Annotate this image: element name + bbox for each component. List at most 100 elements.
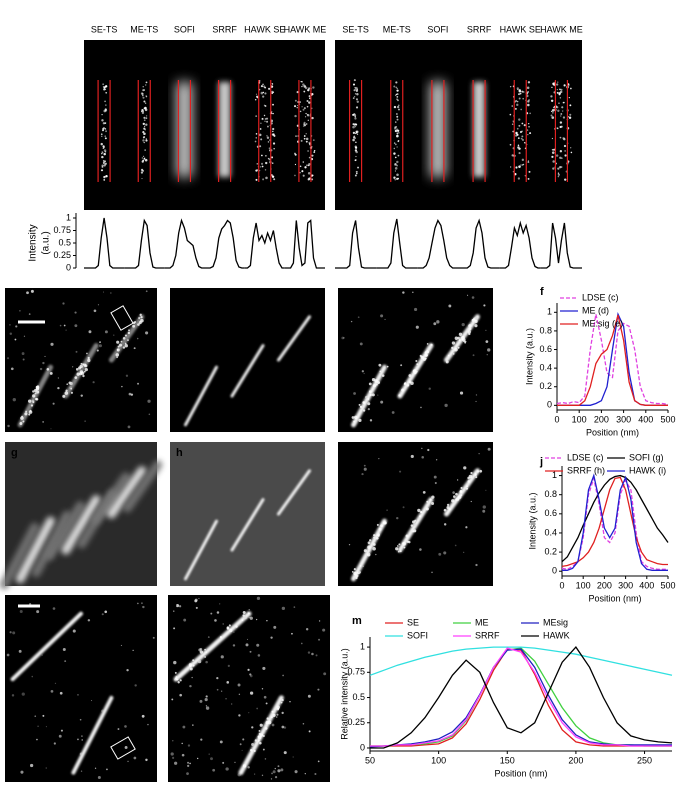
- background-speckle: [378, 458, 380, 460]
- speckle: [518, 118, 521, 121]
- background-speckle: [132, 649, 134, 652]
- ring: [45, 501, 85, 561]
- background-speckle: [461, 322, 465, 327]
- background-speckle: [266, 619, 268, 622]
- speckle: [394, 129, 398, 133]
- background-speckle: [52, 607, 56, 610]
- background-speckle: [410, 454, 414, 459]
- speckle: [35, 397, 39, 401]
- speckle: [303, 135, 306, 137]
- speckle: [24, 412, 28, 416]
- background-speckle: [182, 725, 186, 729]
- background-speckle: [96, 349, 99, 352]
- speckle: [557, 109, 560, 112]
- background-speckle: [42, 714, 45, 717]
- speckle: [395, 93, 398, 96]
- legend-label: HAWK (i): [629, 465, 666, 475]
- speckle: [569, 113, 572, 116]
- speckle: [426, 350, 430, 354]
- speckle: [352, 125, 355, 129]
- speckle: [527, 160, 530, 162]
- speckle: [265, 176, 268, 180]
- background-speckle: [478, 453, 480, 455]
- speckle: [393, 105, 397, 109]
- background-speckle: [187, 764, 190, 767]
- background-speckle: [141, 714, 145, 718]
- speckle: [145, 115, 148, 117]
- background-speckle: [247, 766, 250, 769]
- speckle: [405, 534, 409, 538]
- background-speckle: [363, 467, 367, 471]
- speckle: [353, 114, 357, 117]
- speckle: [265, 720, 269, 725]
- speckle: [452, 353, 455, 355]
- background-speckle: [216, 688, 219, 691]
- background-speckle: [84, 420, 86, 422]
- speckle: [396, 98, 398, 100]
- speckle: [144, 102, 147, 104]
- speckle: [396, 115, 399, 118]
- speckle: [141, 157, 144, 159]
- speckle: [260, 91, 264, 95]
- speckle: [305, 133, 307, 135]
- filament: [277, 315, 311, 362]
- background-speckle: [23, 335, 26, 337]
- background-speckle: [475, 400, 477, 403]
- speckle: [145, 117, 148, 120]
- background-speckle: [248, 616, 250, 619]
- speckle: [516, 103, 519, 107]
- speckle: [140, 168, 144, 171]
- speckle: [367, 545, 371, 549]
- speckle: [373, 534, 376, 537]
- speckle: [104, 100, 106, 103]
- y-tick-label: 0.4: [544, 527, 557, 537]
- background-speckle: [412, 291, 414, 293]
- background-speckle: [62, 647, 66, 651]
- speckle: [353, 420, 356, 423]
- background-speckle: [322, 628, 326, 632]
- background-speckle: [365, 395, 368, 399]
- background-speckle: [315, 654, 318, 657]
- x-tick-label: 400: [639, 580, 654, 590]
- speckle: [399, 550, 402, 553]
- y-tick-label: 0.5: [58, 237, 71, 247]
- x-tick-label: 150: [500, 755, 515, 765]
- background-speckle: [173, 610, 175, 612]
- speckle: [102, 127, 105, 130]
- speckle: [104, 128, 107, 130]
- speckle: [371, 393, 375, 397]
- speckle: [570, 87, 572, 90]
- speckle: [301, 85, 303, 88]
- speckle: [308, 156, 311, 159]
- background-speckle: [314, 772, 317, 776]
- background-speckle: [57, 377, 59, 379]
- speckle: [259, 166, 262, 168]
- background-speckle: [272, 770, 276, 774]
- speckle: [518, 165, 521, 168]
- background-speckle: [207, 636, 210, 638]
- speckle: [262, 83, 264, 86]
- speckle: [516, 87, 519, 90]
- background-speckle: [104, 610, 108, 614]
- speckle: [521, 164, 524, 166]
- background-speckle: [308, 730, 311, 733]
- background-speckle: [358, 570, 361, 574]
- y-axis-label: Intensity (a.u.): [527, 492, 537, 549]
- background-speckle: [145, 331, 149, 335]
- background-speckle: [467, 294, 469, 296]
- speckle: [363, 549, 367, 553]
- background-speckle: [31, 675, 34, 678]
- background-speckle: [191, 676, 193, 679]
- blurred-stripe: [176, 82, 193, 177]
- speckle: [294, 174, 296, 177]
- speckle: [393, 142, 396, 144]
- speckle: [526, 86, 530, 90]
- speckle: [475, 476, 478, 479]
- background-speckle: [205, 695, 208, 698]
- speckle: [254, 739, 257, 742]
- background-speckle: [15, 325, 18, 328]
- speckle: [271, 133, 275, 136]
- speckle: [32, 390, 35, 393]
- ring: [122, 460, 163, 513]
- x-tick-label: 200: [568, 755, 583, 765]
